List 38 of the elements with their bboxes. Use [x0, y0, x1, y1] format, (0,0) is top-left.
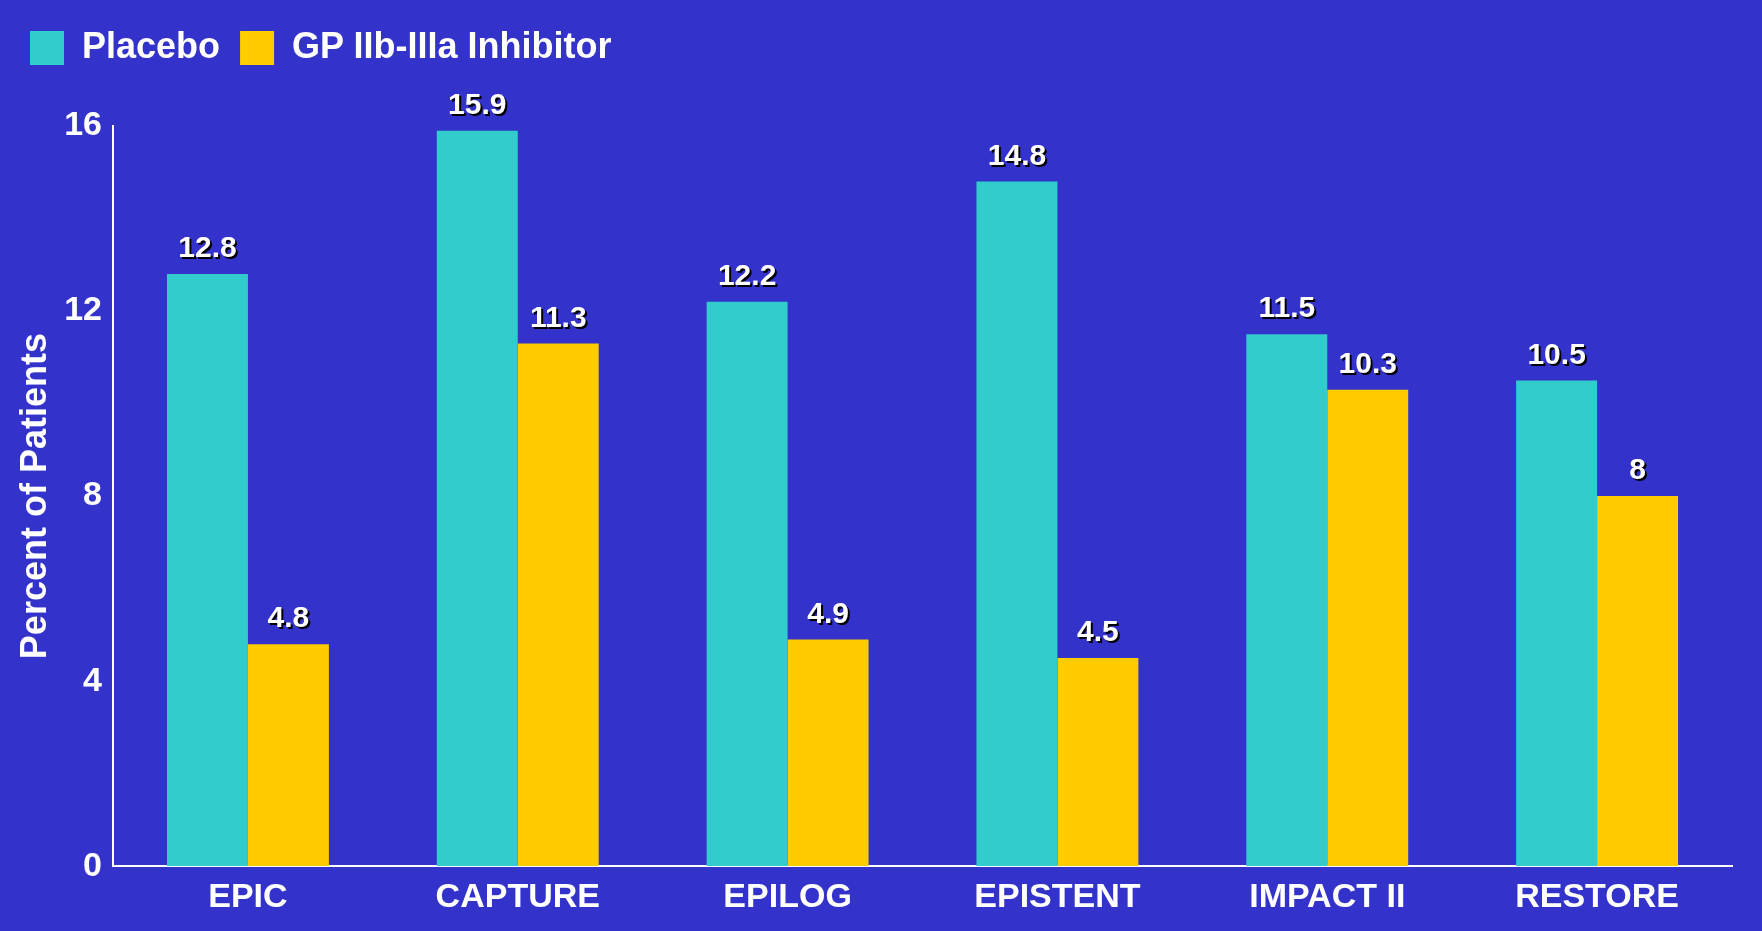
- y-tick-label: 8: [83, 474, 103, 513]
- bar: [166, 274, 248, 867]
- bar: [787, 639, 869, 867]
- x-tick-label: RESTORE: [1515, 875, 1679, 914]
- data-label: 14.8: [989, 139, 1049, 173]
- data-label: 12.8: [180, 232, 239, 266]
- data-label: 15.9: [450, 88, 509, 122]
- bar: [1597, 496, 1679, 867]
- data-label: 4.8: [269, 602, 312, 636]
- y-tick-label: 4: [83, 659, 103, 698]
- bar: [1327, 389, 1409, 867]
- y-axis-title: Percent of Patients: [12, 333, 54, 660]
- bar: [517, 343, 599, 867]
- data-label: 8: [1631, 454, 1648, 488]
- data-label: 10.3: [1340, 347, 1399, 381]
- bar: [247, 644, 329, 867]
- x-tick-label: EPILOG: [723, 875, 852, 914]
- bar: [706, 301, 788, 867]
- y-tick-label: 16: [64, 104, 103, 143]
- data-label: 11.5: [1260, 292, 1318, 326]
- y-tick-label: 12: [64, 289, 103, 328]
- x-tick-label: CAPTURE: [435, 875, 600, 914]
- bar: [436, 130, 518, 867]
- x-tick-label: EPIC: [208, 875, 288, 914]
- x-tick-label: IMPACT II: [1249, 875, 1406, 914]
- bar: [1246, 334, 1328, 867]
- legend-label: GP IIb-IIIa Inhibitor: [292, 24, 612, 66]
- data-label: 12.2: [719, 260, 779, 294]
- bar: [1516, 380, 1598, 867]
- y-tick-label: 0: [83, 844, 103, 883]
- legend-label: Placebo: [82, 24, 221, 66]
- bar: [1057, 658, 1139, 867]
- data-label: 11.3: [531, 301, 589, 335]
- bar: [976, 181, 1058, 867]
- x-tick-label: EPISTENT: [974, 875, 1141, 914]
- data-label: 4.9: [809, 597, 851, 631]
- data-label: 4.5: [1079, 616, 1121, 650]
- data-label: 10.5: [1529, 338, 1588, 372]
